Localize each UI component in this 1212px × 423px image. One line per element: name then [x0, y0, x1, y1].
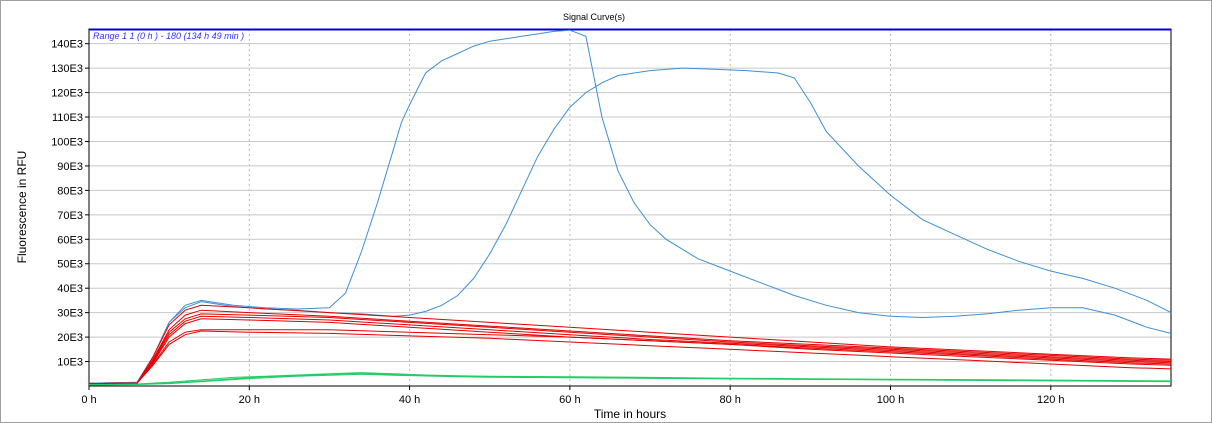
y-tick-label: 140E3	[51, 39, 83, 51]
x-tick-label: 40 h	[399, 394, 420, 406]
x-axis-ticks: 0 h 20 h 40 h 60 h 80 h 100 h 120 h	[81, 386, 1065, 406]
x-tick-label: 0 h	[81, 394, 96, 406]
series-line-6	[88, 315, 1172, 385]
y-tick-label: 130E3	[51, 63, 83, 75]
chart-title: Signal Curve(s)	[563, 12, 625, 22]
y-tick-label: 10E3	[57, 357, 83, 369]
x-tick-label: 60 h	[559, 394, 580, 406]
y-tick-label: 70E3	[57, 210, 83, 222]
series-line-11	[88, 372, 1172, 386]
y-tick-label: 20E3	[57, 332, 83, 344]
series-line-7	[88, 318, 1172, 385]
y-tick-label: 90E3	[57, 161, 83, 173]
series-line-9	[88, 330, 1172, 385]
series-layer	[88, 29, 1172, 386]
y-tick-label: 80E3	[57, 185, 83, 197]
y-axis-ticks: 10E3 20E3 30E3 40E3 50E3 60E3 70E3 80E3 90E3 100E…	[51, 39, 89, 369]
y-tick-label: 30E3	[57, 308, 83, 320]
range-label: Range 1 1 (0 h ) - 180 (134 h 49 min )	[93, 31, 244, 41]
y-tick-label: 40E3	[57, 283, 83, 295]
y-tick-label: 120E3	[51, 88, 83, 100]
x-tick-label: 80 h	[719, 394, 740, 406]
series-line-5	[88, 313, 1172, 385]
y-tick-label: 110E3	[52, 112, 83, 124]
series-line-3	[88, 304, 1172, 385]
series-line-12	[88, 373, 1172, 386]
series-line-4	[88, 309, 1172, 385]
x-tick-label: 120 h	[1037, 394, 1065, 406]
x-tick-label: 100 h	[877, 394, 905, 406]
y-tick-label: 100E3	[51, 136, 83, 148]
y-tick-label: 50E3	[57, 259, 83, 271]
y-tick-label: 60E3	[57, 234, 83, 246]
series-line-1	[88, 29, 1172, 384]
y-axis-title: Fluorescence in RFU	[15, 151, 29, 264]
grid	[89, 29, 1171, 386]
series-line-8	[88, 329, 1172, 385]
x-tick-label: 20 h	[239, 394, 260, 406]
x-axis-title: Time in hours	[594, 407, 666, 421]
